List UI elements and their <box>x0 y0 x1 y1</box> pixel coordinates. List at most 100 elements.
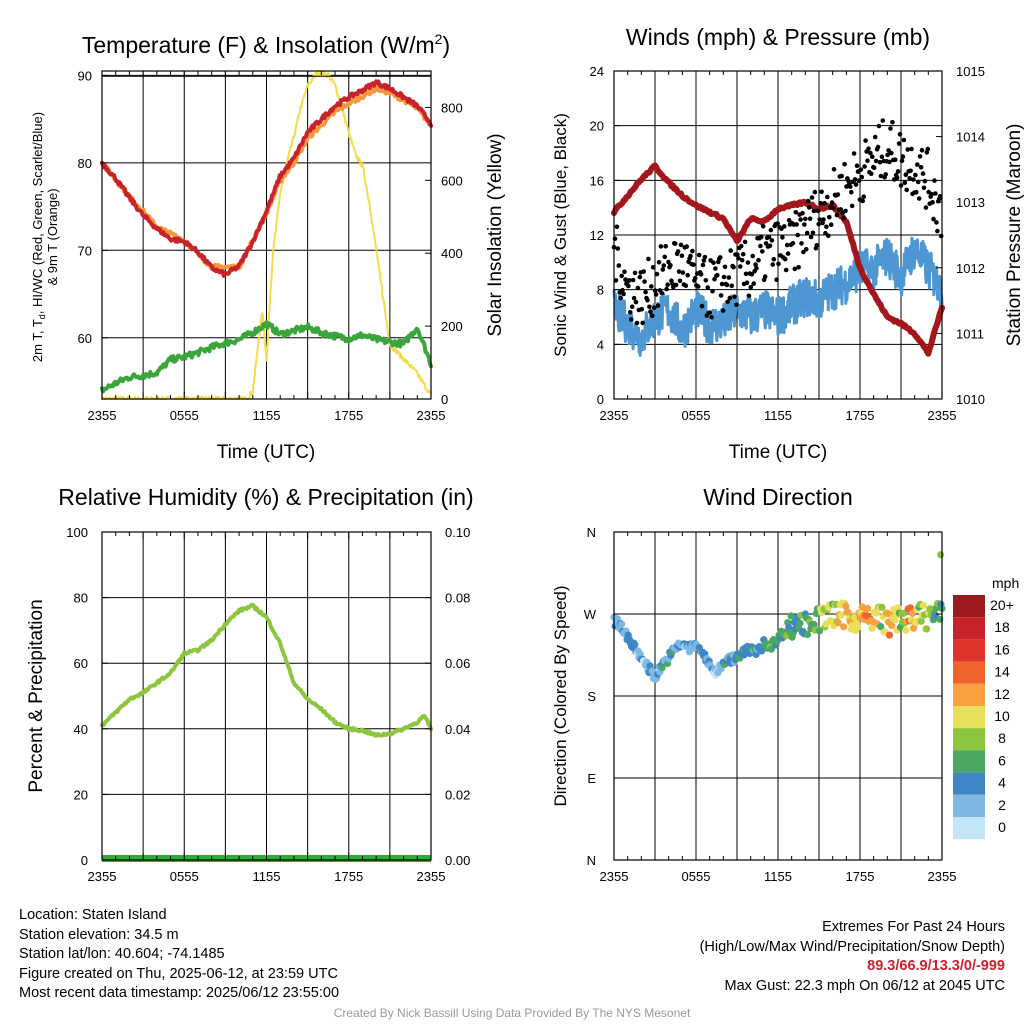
gust-point <box>854 163 860 168</box>
gust-point <box>731 264 736 270</box>
gust-point <box>621 291 626 297</box>
gust-point <box>776 261 781 267</box>
gust-point <box>635 285 641 291</box>
direction-point <box>834 619 842 627</box>
gust-point <box>863 138 868 143</box>
colorbar-swatch <box>953 683 985 706</box>
gust-point <box>729 283 734 289</box>
extremes-title: Extremes For Past 24 Hours <box>822 919 1005 935</box>
gust-point <box>646 256 651 262</box>
direction-point <box>902 626 910 634</box>
temperature-y2label: Solar Insolation (Yellow) <box>485 133 506 336</box>
humidity-y2tick-label: 0.10 <box>445 525 470 540</box>
direction-point <box>815 627 824 635</box>
winds-plot-xtick-label: 1155 <box>764 408 792 423</box>
colorbar-swatch <box>953 728 985 751</box>
gust-point <box>841 215 846 221</box>
gust-point <box>844 184 849 189</box>
gust-point <box>809 195 815 200</box>
gust-point <box>780 235 785 240</box>
gust-point <box>902 180 908 186</box>
gust-point <box>862 164 867 169</box>
gust-point <box>629 304 635 310</box>
gust-point <box>915 162 920 167</box>
gust-point <box>699 303 705 309</box>
gust-point <box>804 230 810 236</box>
gust-point <box>662 254 667 260</box>
gust-point <box>651 305 657 311</box>
gust-point <box>721 274 727 280</box>
gust-point <box>894 175 900 180</box>
gust-point <box>700 262 706 268</box>
colorbar-label: 0 <box>998 819 1006 835</box>
gust-point <box>796 265 801 270</box>
gust-point <box>895 169 901 174</box>
direction-point <box>900 609 908 618</box>
direction-point <box>864 604 872 613</box>
humidity-plot-xtick-label: 0555 <box>170 869 199 884</box>
temperature-plot-xtick-label: 2355 <box>417 408 446 423</box>
colorbar-swatch <box>953 595 985 618</box>
temperature-ytick-label: 90 <box>78 68 92 83</box>
temperature-y2tick-label: 400 <box>441 246 463 261</box>
gust-point <box>658 244 664 249</box>
gust-point <box>720 308 726 313</box>
humidity-ytick-label: 40 <box>74 722 88 737</box>
direction-plot-xtick-label: 0555 <box>682 869 711 884</box>
gust-point <box>819 189 824 195</box>
gust-point <box>745 260 751 265</box>
gust-point <box>869 171 874 176</box>
gust-point <box>710 288 715 294</box>
humidity-y2tick-label: 0.06 <box>445 656 470 671</box>
gust-point <box>808 234 814 240</box>
gust-point <box>883 172 888 177</box>
gust-point <box>782 256 788 262</box>
temperature-xlabel: Time (UTC) <box>217 442 316 463</box>
gust-point <box>893 157 898 162</box>
sonic-wind-line <box>612 236 944 357</box>
gust-point <box>937 194 943 199</box>
gust-point <box>890 119 895 125</box>
gust-point <box>880 118 886 123</box>
temperature-plot-xtick-label: 0555 <box>170 408 199 423</box>
rh-line <box>100 602 433 738</box>
winds-y2tick-label: 1010 <box>956 392 985 407</box>
gust-point <box>688 253 693 259</box>
gust-point <box>932 178 937 183</box>
humidity-title: Relative Humidity (%) & Precipitation (i… <box>58 484 473 510</box>
gust-point <box>748 284 754 290</box>
winds-ytick-label: 12 <box>590 228 604 243</box>
gust-point <box>713 266 718 271</box>
gust-point <box>810 230 816 236</box>
gust-point <box>766 234 772 240</box>
direction-plot-data <box>610 551 946 684</box>
direction-plot-xtick-label: 2355 <box>928 869 957 884</box>
gust-point <box>913 172 918 178</box>
humidity-ytick-label: 60 <box>74 656 88 671</box>
winds-y2tick-label: 1015 <box>956 64 985 79</box>
winds-y2tick-label: 1014 <box>956 130 985 145</box>
gust-point <box>739 257 745 263</box>
credit-line: Created By Nick Bassill Using Data Provi… <box>333 1006 691 1020</box>
gust-point <box>695 284 701 289</box>
gust-point <box>616 263 622 268</box>
gust-point <box>814 243 820 248</box>
colorbar-swatch <box>953 661 985 684</box>
temperature-title: Temperature (F) & Insolation (W/m2) <box>82 31 450 58</box>
humidity-y2tick-label: 0.02 <box>445 787 470 802</box>
gust-point <box>853 182 859 187</box>
humidity-ylabel: Percent & Precipitation <box>26 599 47 792</box>
humidity-ytick-label: 0 <box>81 853 88 868</box>
gust-point <box>896 141 902 146</box>
gust-point <box>661 263 666 268</box>
gust-point <box>792 266 798 272</box>
gust-point <box>709 315 714 320</box>
colorbar-label: 4 <box>998 775 1006 791</box>
gust-point <box>930 200 935 205</box>
colorbar-label: 14 <box>994 664 1010 680</box>
gust-point <box>615 246 621 251</box>
station-elevation: Station elevation: 34.5 m <box>19 926 179 943</box>
gust-point <box>873 158 879 164</box>
temperature-ylabel: 2m T, Td, HI/WC (Red, Green, Scarlet/Blu… <box>30 112 47 362</box>
colorbar-label: 10 <box>994 708 1010 724</box>
